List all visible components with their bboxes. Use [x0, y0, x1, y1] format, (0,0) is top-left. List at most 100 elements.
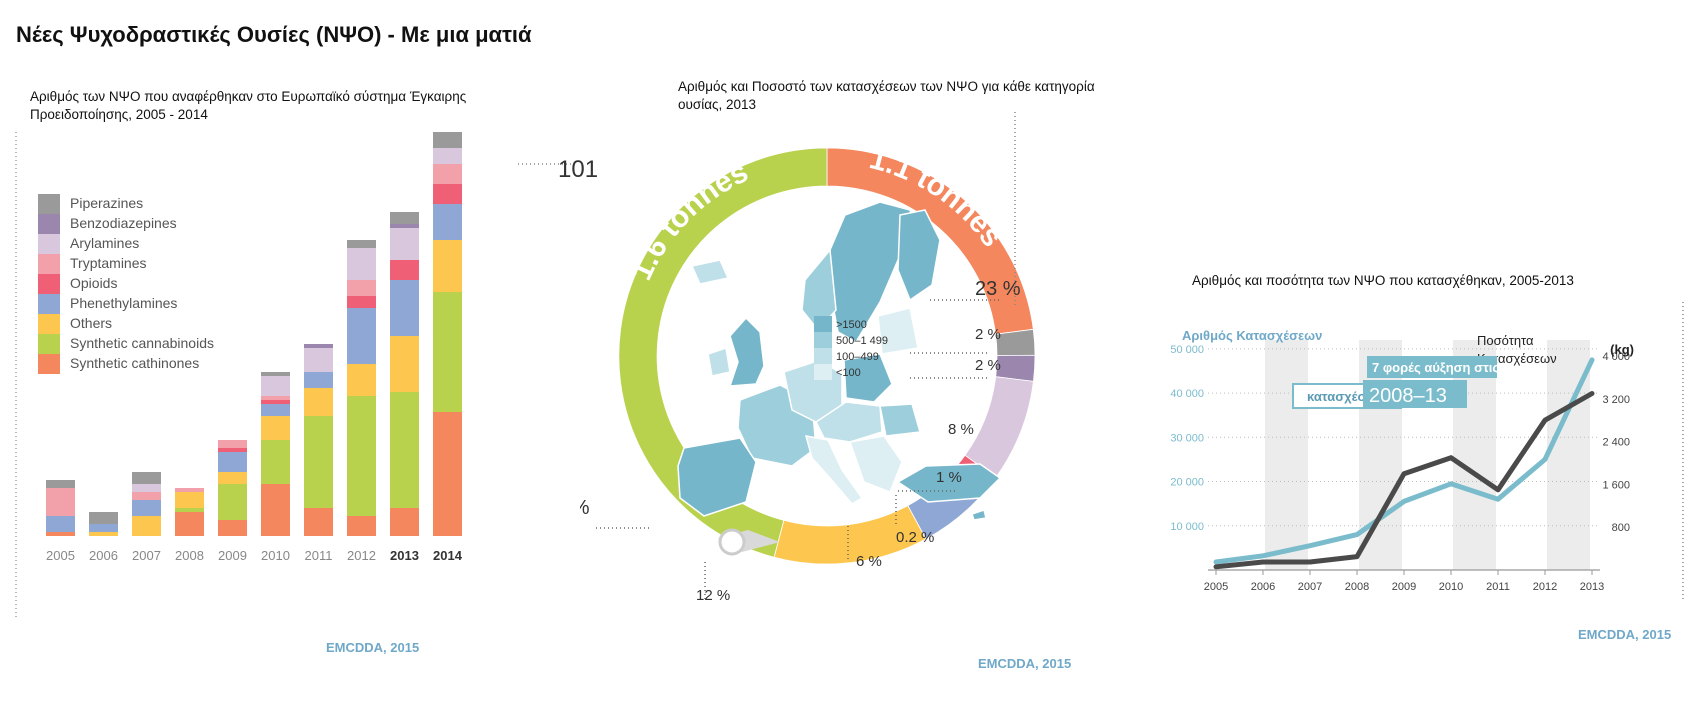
bar-segment-2013-benzodiazepines: [390, 224, 419, 228]
bar-segment-2009-opioids: [218, 448, 247, 452]
bar-segment-2006-piperazines: [89, 512, 118, 524]
bar-segment-2013-opioids: [390, 260, 419, 280]
left-tick-2: 30 000: [1170, 432, 1204, 444]
left-tick-3: 40 000: [1170, 388, 1204, 400]
map-iceland: [690, 259, 730, 285]
donut-source: EMCDDA, 2015: [978, 656, 1072, 671]
bar-segment-2011-synthetic-cathinones: [304, 508, 333, 536]
series-line-count: [1213, 357, 1595, 565]
legend-label-others: Others: [70, 315, 112, 331]
x-tick-2012: 2012: [347, 548, 376, 563]
map-legend-label-0: >1500: [836, 319, 867, 331]
x-tick-2012: 2012: [1533, 581, 1557, 593]
right-tick-1: 1 600: [1602, 479, 1630, 491]
bar-segment-2014-others: [433, 240, 462, 292]
map-ireland: [707, 347, 731, 377]
x-tick-2009: 2009: [218, 548, 247, 563]
bar-segment-2007-arylamines: [132, 484, 161, 492]
donut-slice-labels: 23 % 2 % 2 % 8 % 1 % 0.2 % 6 % 12 % 46 %: [580, 278, 1021, 604]
bar-segment-2008-synthetic-cathinones: [175, 512, 204, 536]
bar-legend: Piperazines Benzodiazepines Arylamines Tryp…: [38, 194, 214, 374]
x-tick-2007: 2007: [132, 548, 161, 563]
bar-segment-2012-phenethylamines: [347, 308, 376, 364]
bar-segment-2010-opioids: [261, 400, 290, 404]
bar-segment-2006-phenethylamines: [89, 524, 118, 532]
slice-label-8: 46 %: [580, 497, 590, 519]
series-lines: [1213, 357, 1595, 570]
bar-segment-2014-phenethylamines: [433, 204, 462, 240]
bar-segment-2008-tryptamines: [175, 488, 204, 492]
x-tick-2010: 2010: [261, 548, 290, 563]
left-tick-0: 10 000: [1170, 521, 1204, 533]
bar-chart-title: Αριθμός των ΝΨΟ που αναφέρθηκαν στο Ευρω…: [30, 89, 467, 122]
x-tick-2005: 2005: [1204, 581, 1228, 593]
annotation-period: 2008–13: [1369, 385, 1447, 407]
legend-label-opioids: Opioids: [70, 275, 117, 291]
bar-segment-2007-phenethylamines: [132, 500, 161, 516]
europe-map: [677, 201, 1002, 556]
map-legend-swatch-3: [814, 364, 832, 380]
bar-segment-2013-others: [390, 336, 419, 392]
map-poland: [843, 353, 893, 403]
bar-segment-2014-tryptamines: [433, 164, 462, 184]
map-legend-swatch-0: [814, 316, 832, 332]
map-finland: [897, 209, 941, 302]
x-tick-2006: 2006: [1251, 581, 1275, 593]
bar-segment-2012-piperazines: [347, 240, 376, 248]
bar-segment-2005-phenethylamines: [46, 516, 75, 532]
x-tick-2009: 2009: [1392, 581, 1416, 593]
x-tick-2011: 2011: [1486, 581, 1510, 593]
x-tick-2007: 2007: [1298, 581, 1322, 593]
line-source: EMCDDA, 2015: [1578, 627, 1672, 642]
legend-swatch-piperazines: [38, 194, 60, 214]
line-chart-title: Αριθμός και ποσότητα των ΝΨΟ που κατασχέ…: [1192, 273, 1574, 288]
left-tick-1: 20 000: [1170, 477, 1204, 489]
legend-swatch-tryptamines: [38, 254, 60, 274]
bar-segment-2010-others: [261, 416, 290, 440]
map-iberia: [677, 437, 757, 517]
map-central-europe: [815, 401, 883, 443]
map-legend-swatch-1: [814, 332, 832, 348]
slice-label-5: 0.2 %: [896, 529, 934, 546]
bar-segment-2013-piperazines: [390, 212, 419, 224]
bar-segment-2013-synthetic-cathinones: [390, 508, 419, 536]
bar-source: EMCDDA, 2015: [326, 640, 420, 655]
bar-chart: 101 Piperazines Benzodiazepines Arylamines…: [15, 130, 598, 620]
bar-segment-2011-phenethylamines: [304, 372, 333, 388]
x-tick-2006: 2006: [89, 548, 118, 563]
slice-label-3: 8 %: [948, 421, 974, 438]
map-legend-swatch-2: [814, 348, 832, 364]
legend-label-synthetic-cannabinoids: Synthetic cannabinoids: [70, 335, 214, 351]
right-tick-0: 800: [1612, 522, 1630, 534]
page-title: Νέες Ψυχοδραστικές Ουσίες (ΝΨΟ) - Με μια…: [16, 22, 532, 47]
x-tick-2013: 2013: [390, 548, 419, 563]
year-band-2008: [1359, 340, 1402, 570]
bar-segment-2007-piperazines: [132, 472, 161, 484]
right-tick-4: 4 000: [1602, 351, 1630, 363]
bar-marks: [46, 132, 462, 536]
map-cyprus: [971, 509, 987, 521]
right-axis-unit: (kg): [1610, 342, 1634, 357]
legend-label-arylamines: Arylamines: [70, 235, 139, 251]
slice-label-1: 2 %: [975, 326, 1001, 343]
bar-segment-2012-synthetic-cannabinoids: [347, 396, 376, 516]
x-tick-2005: 2005: [46, 548, 75, 563]
bar-segment-2011-synthetic-cannabinoids: [304, 416, 333, 508]
legend-swatch-arylamines: [38, 234, 60, 254]
legend-label-synthetic-cathinones: Synthetic cathinones: [70, 355, 199, 371]
x-tick-2014: 2014: [433, 548, 463, 563]
x-tick-2010: 2010: [1439, 581, 1463, 593]
legend-swatch-synthetic-cathinones: [38, 354, 60, 374]
bar-segment-2012-arylamines: [347, 248, 376, 280]
bar-segment-2010-synthetic-cathinones: [261, 484, 290, 536]
bar-segment-2008-synthetic-cannabinoids: [175, 508, 204, 512]
bar-segment-2010-piperazines: [261, 372, 290, 376]
map-legend-label-2: 100–499: [836, 351, 879, 363]
x-tick-2011: 2011: [305, 548, 333, 563]
bar-segment-2010-arylamines: [261, 376, 290, 396]
legend-label-benzodiazepines: Benzodiazepines: [70, 215, 177, 231]
right-tick-2: 2 400: [1602, 437, 1630, 449]
map-baltics: [877, 307, 919, 355]
bar-segment-2005-piperazines: [46, 480, 75, 488]
